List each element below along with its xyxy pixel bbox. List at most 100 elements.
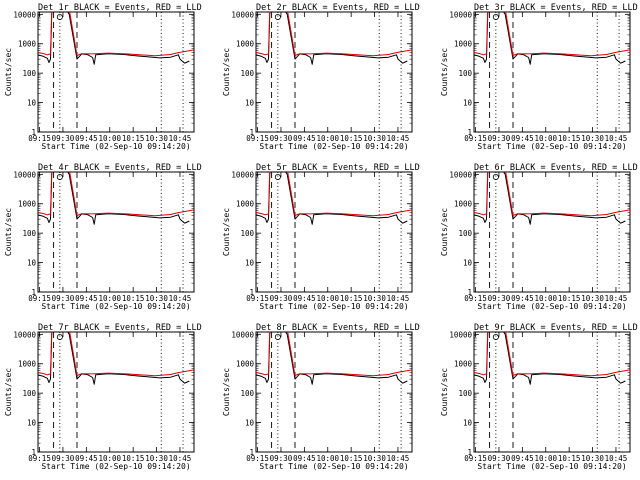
x-axis-label: Start Time (02-Sep-10 09:14:20)	[41, 462, 190, 471]
x-tick-label: 09:30	[488, 134, 511, 143]
y-tick-label: 1	[467, 288, 472, 297]
y-tick-label: 100	[458, 389, 472, 398]
x-tick-label: 10:15	[340, 294, 363, 303]
y-tick-label: 1000	[18, 40, 37, 49]
x-tick-label: 09:15	[464, 294, 487, 303]
x-tick-label: 10:15	[122, 454, 145, 463]
x-tick-label: 10:45	[605, 454, 628, 463]
x-tick-label: 10:45	[169, 454, 192, 463]
lld-series-line	[474, 332, 630, 377]
y-tick-label: 10000	[13, 170, 36, 179]
x-tick-label: 10:45	[605, 134, 628, 143]
plot-frame	[473, 331, 631, 453]
y-axis-label: Counts/sec	[440, 208, 449, 256]
marker-circle	[274, 333, 281, 340]
y-tick-label: 1	[467, 448, 472, 457]
panel-8: Det 8r BLACK = Events, RED = LLD 1 10 100 10…	[222, 323, 420, 471]
x-tick-label: 09:45	[293, 134, 316, 143]
panel-6: Det 6r BLACK = Events, RED = LLD 1 10 100 10…	[440, 163, 638, 311]
x-tick-label: 10:00	[534, 294, 557, 303]
plot-frame	[255, 11, 413, 133]
x-tick-label: 09:30	[270, 294, 293, 303]
x-tick-label: 10:00	[98, 134, 121, 143]
x-tick-label: 10:15	[122, 134, 145, 143]
y-tick-label: 1	[31, 128, 36, 137]
marker-circle	[492, 333, 499, 340]
y-tick-label: 10000	[449, 10, 472, 19]
x-tick-label: 10:30	[581, 454, 604, 463]
marker-circle	[56, 333, 63, 340]
y-tick-label: 10000	[449, 170, 472, 179]
x-tick-label: 10:30	[145, 454, 168, 463]
y-tick-label: 100	[240, 229, 254, 238]
x-tick-label: 10:00	[98, 294, 121, 303]
y-tick-label: 10000	[231, 10, 254, 19]
y-tick-label: 1	[31, 448, 36, 457]
plot-frame	[37, 331, 195, 453]
x-tick-label: 10:15	[558, 134, 581, 143]
x-axis-label: Start Time (02-Sep-10 09:14:20)	[477, 462, 626, 471]
y-tick-label: 1	[249, 448, 254, 457]
lld-series-line	[256, 172, 412, 217]
y-axis-label: Counts/sec	[440, 48, 449, 96]
plot-frame	[255, 171, 413, 293]
y-tick-label: 1000	[454, 360, 473, 369]
x-tick-label: 10:30	[145, 134, 168, 143]
x-tick-label: 10:30	[363, 134, 386, 143]
y-axis-label: Counts/sec	[222, 368, 231, 416]
x-tick-label: 09:15	[246, 294, 269, 303]
y-tick-label: 10000	[231, 170, 254, 179]
x-tick-label: 09:15	[464, 454, 487, 463]
x-tick-label: 10:00	[98, 454, 121, 463]
x-tick-label: 09:30	[270, 134, 293, 143]
lld-series-line	[38, 12, 194, 57]
lld-series-line	[256, 332, 412, 377]
chart-title: Det 1r BLACK = Events, RED = LLD	[38, 3, 202, 13]
panel-3: Det 3r BLACK = Events, RED = LLD 1 10 100 10…	[440, 3, 638, 151]
lld-series-line	[474, 12, 630, 57]
x-tick-label: 09:45	[511, 294, 534, 303]
y-tick-label: 10000	[449, 330, 472, 339]
x-axis-label: Start Time (02-Sep-10 09:14:20)	[41, 302, 190, 311]
chart-title: Det 9r BLACK = Events, RED = LLD	[474, 323, 638, 333]
panel-2: Det 2r BLACK = Events, RED = LLD 1 10 100 10…	[222, 3, 420, 151]
y-tick-label: 10	[245, 99, 255, 108]
x-tick-label: 10:45	[169, 134, 192, 143]
plot-frame	[37, 11, 195, 133]
x-tick-label: 09:15	[464, 134, 487, 143]
marker-circle	[274, 173, 281, 180]
chart-title: Det 4r BLACK = Events, RED = LLD	[38, 163, 202, 173]
y-tick-label: 10	[463, 419, 473, 428]
x-axis-label: Start Time (02-Sep-10 09:14:20)	[259, 142, 408, 151]
x-tick-label: 10:30	[363, 294, 386, 303]
panel-9: Det 9r BLACK = Events, RED = LLD 1 10 100 10…	[440, 323, 638, 471]
plot-frame	[473, 11, 631, 133]
y-axis-label: Counts/sec	[440, 368, 449, 416]
marker-circle	[492, 13, 499, 20]
y-tick-label: 1000	[18, 360, 37, 369]
lld-series-line	[38, 172, 194, 217]
chart-title: Det 2r BLACK = Events, RED = LLD	[256, 3, 420, 13]
x-tick-label: 09:30	[52, 294, 75, 303]
x-tick-label: 09:45	[75, 454, 98, 463]
plot-frame	[37, 171, 195, 293]
y-tick-label: 100	[458, 69, 472, 78]
lld-series-line	[474, 172, 630, 217]
y-tick-label: 1000	[18, 200, 37, 209]
x-tick-label: 09:30	[52, 454, 75, 463]
x-tick-label: 09:45	[75, 134, 98, 143]
y-tick-label: 10	[245, 259, 255, 268]
x-tick-label: 10:00	[316, 294, 339, 303]
x-axis-label: Start Time (02-Sep-10 09:14:20)	[259, 302, 408, 311]
chart-title: Det 7r BLACK = Events, RED = LLD	[38, 323, 202, 333]
x-tick-label: 10:45	[387, 134, 410, 143]
panel-5: Det 5r BLACK = Events, RED = LLD 1 10 100 10…	[222, 163, 420, 311]
x-tick-label: 09:45	[293, 294, 316, 303]
y-tick-label: 1	[249, 128, 254, 137]
x-axis-label: Start Time (02-Sep-10 09:14:20)	[41, 142, 190, 151]
y-tick-label: 1000	[454, 200, 473, 209]
x-tick-label: 10:15	[340, 454, 363, 463]
x-tick-label: 09:30	[488, 454, 511, 463]
y-tick-label: 1000	[236, 200, 255, 209]
